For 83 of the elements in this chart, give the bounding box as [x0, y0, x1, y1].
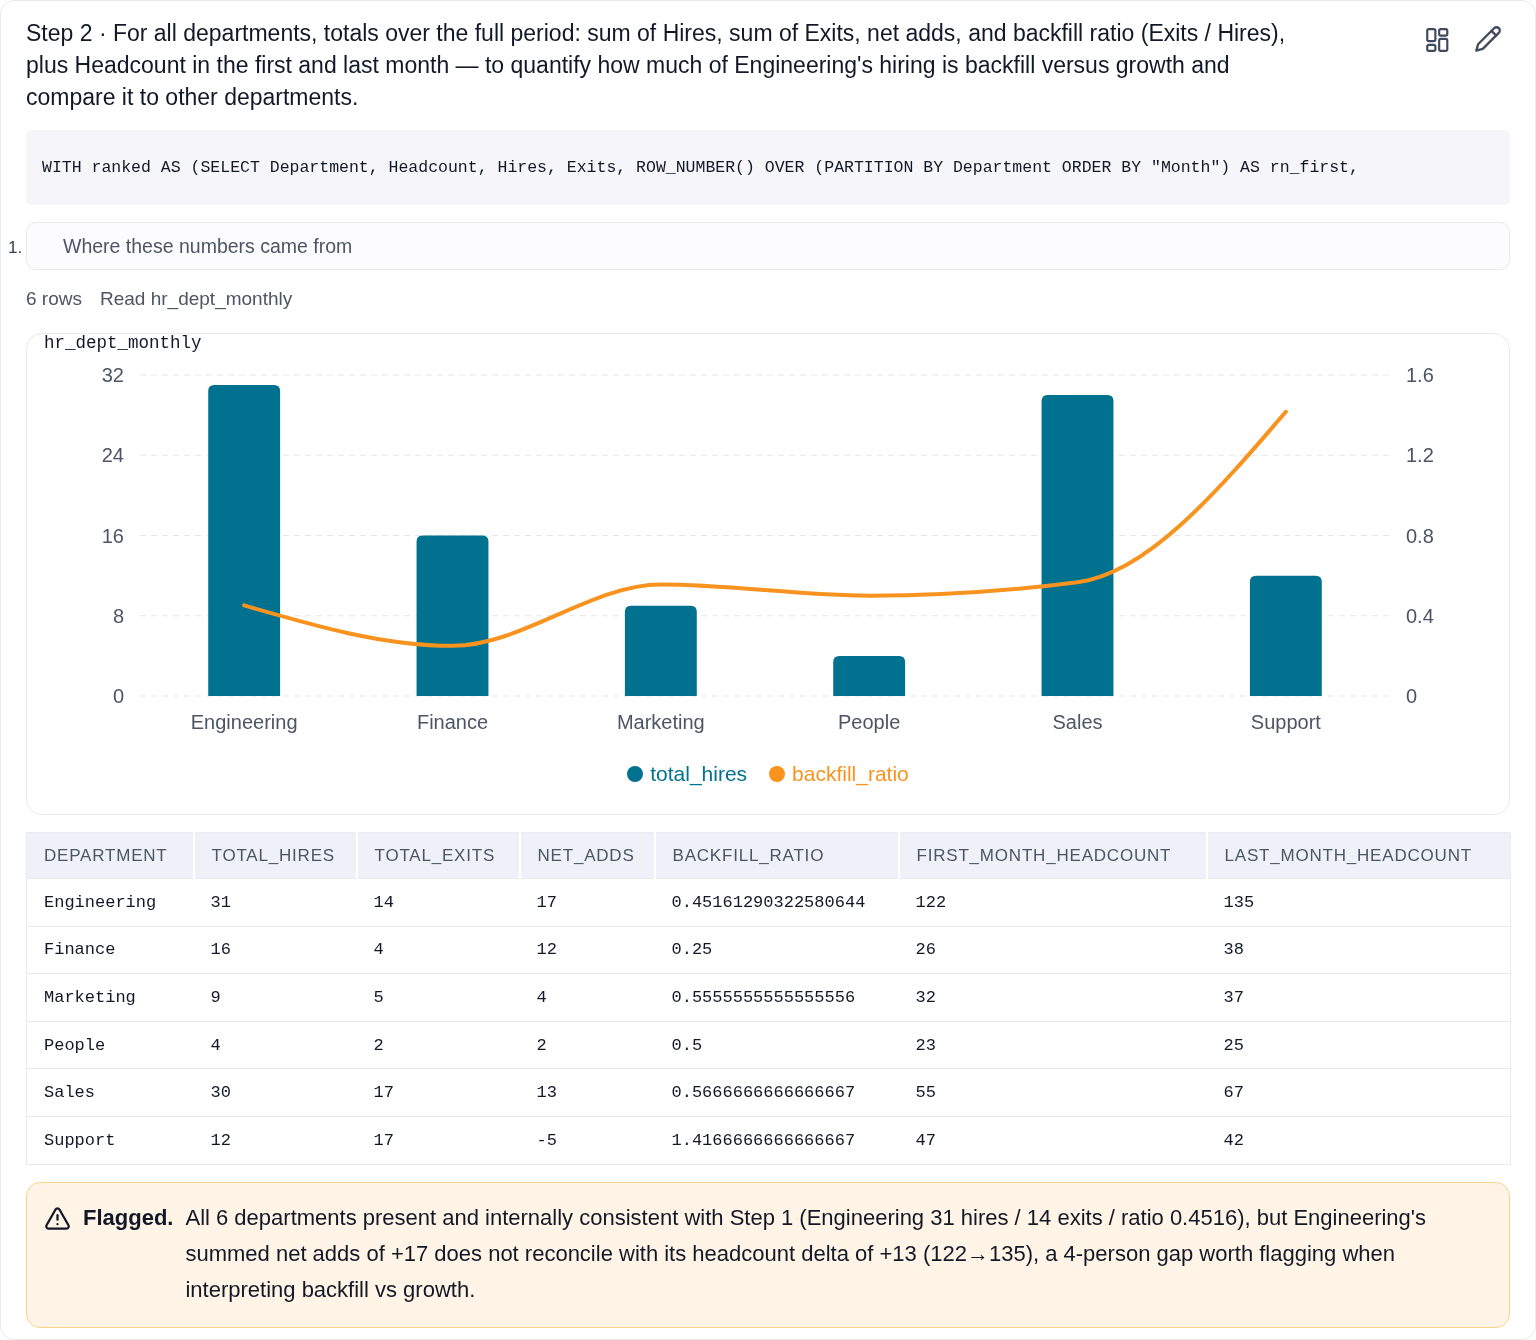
- bar: [1249, 575, 1322, 696]
- data-label: 122: [914, 891, 948, 914]
- text: TOTAL_EXITS: [356, 832, 520, 879]
- legend-label: total_hires: [650, 762, 748, 786]
- data-label: 0.5666666666666667: [670, 1082, 857, 1105]
- data-label: 12: [209, 1129, 232, 1152]
- data-label: 30: [209, 1082, 232, 1105]
- category-label: Engineering: [43, 891, 158, 914]
- x-tick-label: Marketing: [616, 711, 705, 733]
- data-label: 17: [372, 1082, 395, 1105]
- data-label: 16: [209, 939, 232, 962]
- y2-tick-label: 0: [1406, 685, 1418, 707]
- bar: [416, 535, 489, 696]
- data-label: 17: [535, 891, 558, 914]
- data-label: 2: [372, 1034, 385, 1057]
- data-label: 42: [1222, 1129, 1245, 1152]
- data-label: 55: [914, 1082, 937, 1105]
- data-label: 2: [535, 1034, 548, 1057]
- data-label: 0.45161290322580644: [670, 891, 867, 914]
- text: DEPARTMENT: [26, 832, 194, 879]
- text: 1.: [8, 238, 23, 258]
- text: LAST_MONTH_HEADCOUNT: [1206, 832, 1511, 879]
- bar: [1041, 395, 1114, 696]
- data-label: 31: [209, 891, 232, 914]
- data-label: 0.25: [670, 939, 714, 962]
- data-label: 0.5: [670, 1034, 704, 1057]
- y-tick-label: 16: [101, 524, 124, 547]
- chart-subtitle: hr_dept_monthly: [44, 333, 202, 353]
- data-label: 9: [209, 987, 222, 1009]
- x-tick-label: Finance: [416, 711, 489, 733]
- data-label: 12: [535, 939, 558, 962]
- data-label: 38: [1222, 939, 1245, 962]
- data-label: 47: [914, 1129, 937, 1152]
- category-label: Marketing: [43, 987, 137, 1009]
- text: WITH ranked AS (SELECT Department, Headcount, Hires, Exits, ROW_NUMBER() OVER (PARTITION BY Department ORDER BY "Month") AS rn_first,: [42, 158, 1359, 177]
- bar: [208, 385, 281, 696]
- text: BACKFILL_RATIO: [654, 832, 899, 879]
- data-label: 67: [1222, 1082, 1245, 1105]
- text: All 6 departments present and internally consistent with Step 1 (Engineering 31 hires / 14 exits / ratio 0.4516), but Engineering's summed net adds of +17 does not reconcile with its headcount delta of +13 (122→135), a 4-person gap worth flagging when interpreting backfill vs growth.: [185, 1203, 1428, 1304]
- category-label: Sales: [43, 1082, 96, 1105]
- category-label: Finance: [43, 939, 117, 962]
- data-label: 37: [1222, 987, 1245, 1009]
- x-tick-label: Sales: [1052, 711, 1103, 733]
- data-label: 4: [209, 1034, 222, 1057]
- data-label: 4: [535, 987, 548, 1009]
- data-label: 135: [1222, 891, 1256, 914]
- text: 6 rows: [26, 288, 82, 310]
- y2-tick-label: 1.6: [1406, 364, 1434, 386]
- y2-tick-label: 0.8: [1406, 524, 1434, 547]
- data-label: -5: [535, 1129, 558, 1152]
- y-tick-label: 8: [112, 604, 124, 627]
- data-label: 13: [535, 1082, 558, 1105]
- y2-tick-label: 0.4: [1406, 604, 1434, 627]
- data-label: 14: [372, 891, 395, 914]
- x-tick-label: Engineering: [190, 711, 298, 733]
- category-label: Support: [43, 1129, 117, 1152]
- data-label: 4: [372, 939, 385, 962]
- data-label: 26: [914, 939, 937, 962]
- data-label: 5: [372, 987, 385, 1009]
- y2-tick-label: 1.2: [1406, 444, 1434, 467]
- y-tick-label: 0: [112, 685, 124, 707]
- legend-label: backfill_ratio: [792, 762, 909, 786]
- x-tick-label: People: [838, 711, 901, 733]
- bar: [833, 655, 906, 696]
- data-label: 23: [914, 1034, 937, 1057]
- y-tick-label: 32: [101, 364, 124, 386]
- text: Read hr_dept_monthly: [100, 288, 293, 310]
- text: FIRST_MONTH_HEADCOUNT: [898, 832, 1207, 879]
- line-series: [242, 409, 1288, 648]
- text: TOTAL_HIRES: [193, 832, 357, 879]
- category-label: People: [43, 1034, 107, 1057]
- text: NET_ADDS: [519, 832, 655, 879]
- text: Where these numbers came from: [63, 234, 353, 258]
- data-label: 32: [914, 987, 937, 1009]
- chart-title: Step 2 · For all departments, totals over the full period: sum of Hires, sum of Exits, net adds, and backfill ratio (Exits / Hires), plus Headcount in the first and last month — to quantify how much of Engineering's hiring is backfill versus growth and compare it to other departments.: [26, 19, 1287, 112]
- data-label: 25: [1222, 1034, 1245, 1057]
- data-label: 17: [372, 1129, 395, 1152]
- data-label: 1.4166666666666667: [670, 1129, 857, 1152]
- bar: [624, 605, 697, 696]
- x-tick-label: Support: [1250, 711, 1322, 733]
- data-label: 0.5555555555555556: [670, 987, 857, 1009]
- text: Flagged.: [83, 1203, 174, 1232]
- y-tick-label: 24: [101, 444, 124, 467]
